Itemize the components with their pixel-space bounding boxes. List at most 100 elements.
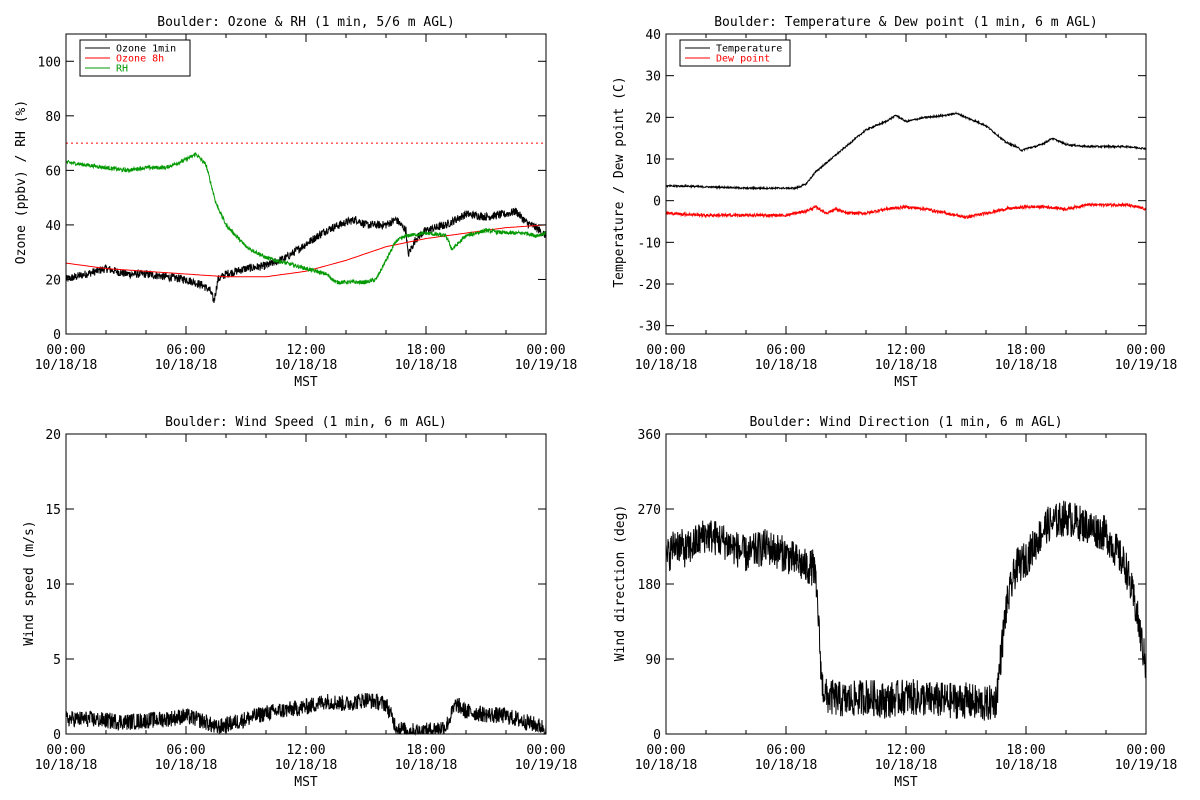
panel-wind-speed: Boulder: Wind Speed (1 min, 6 m AGL) Win… <box>22 415 577 790</box>
series-line-0 <box>665 111 1147 191</box>
x-tick-label: 12:00 <box>886 343 925 358</box>
x-tick-date-label: 10/19/18 <box>1115 358 1178 373</box>
x-tick-date-label: 10/18/18 <box>875 358 938 373</box>
y-tick-label: 30 <box>645 70 661 85</box>
plot-area: -30-20-1001020304000:0010/18/1806:0010/1… <box>635 28 1178 373</box>
y-tick-label: 80 <box>45 110 61 125</box>
x-tick-date-label: 10/18/18 <box>35 358 98 373</box>
series-line-1 <box>65 224 547 278</box>
x-tick-label: 12:00 <box>886 743 925 758</box>
x-axis-label: MST <box>294 375 318 390</box>
x-tick-label: 00:00 <box>1126 743 1165 758</box>
x-tick-label: 00:00 <box>1126 343 1165 358</box>
plot-frame <box>665 33 1147 335</box>
y-axis-label: Temperature / Dew point (C) <box>612 76 627 287</box>
x-tick-date-label: 10/18/18 <box>995 358 1058 373</box>
x-tick-label: 00:00 <box>46 343 85 358</box>
x-tick-label: 12:00 <box>286 343 325 358</box>
y-tick-label: -10 <box>638 236 661 251</box>
y-axis-label: Ozone (ppbv) / RH (%) <box>14 100 29 264</box>
y-tick-label: 100 <box>38 55 61 70</box>
legend-label: Temperature <box>716 44 782 55</box>
x-tick-label: 00:00 <box>526 343 565 358</box>
y-tick-label: 0 <box>653 728 661 743</box>
x-tick-label: 18:00 <box>406 743 445 758</box>
y-tick-label: 5 <box>53 653 61 668</box>
y-tick-label: 10 <box>45 578 61 593</box>
panel-title: Boulder: Ozone & RH (1 min, 5/6 m AGL) <box>157 15 454 30</box>
y-tick-label: 20 <box>645 111 661 126</box>
y-tick-label: 40 <box>645 28 661 43</box>
x-tick-label: 06:00 <box>766 743 805 758</box>
x-tick-date-label: 10/18/18 <box>755 358 818 373</box>
panel-temperature-dewpoint: Boulder: Temperature & Dew point (1 min,… <box>612 15 1177 390</box>
plot-area: 09018027036000:0010/18/1806:0010/18/1812… <box>635 428 1178 773</box>
plot-frame <box>65 433 547 735</box>
x-axis-label: MST <box>894 775 918 790</box>
x-tick-label: 18:00 <box>1006 343 1045 358</box>
plot-frame <box>65 33 547 335</box>
x-tick-date-label: 10/19/18 <box>515 758 578 773</box>
series-line-0 <box>65 692 547 736</box>
y-tick-label: -20 <box>638 278 661 293</box>
panel-title: Boulder: Wind Direction (1 min, 6 m AGL) <box>749 415 1062 430</box>
y-tick-label: 15 <box>45 503 61 518</box>
series-line-0 <box>65 207 547 304</box>
x-tick-label: 00:00 <box>646 343 685 358</box>
y-tick-label: 20 <box>45 428 61 443</box>
y-tick-label: 20 <box>45 273 61 288</box>
legend-box <box>79 39 191 77</box>
x-tick-date-label: 10/19/18 <box>515 358 578 373</box>
x-tick-date-label: 10/18/18 <box>875 758 938 773</box>
y-tick-label: 90 <box>645 653 661 668</box>
y-tick-label: 10 <box>645 153 661 168</box>
x-tick-date-label: 10/18/18 <box>395 358 458 373</box>
y-tick-label: 270 <box>638 503 661 518</box>
y-tick-label: 360 <box>638 428 661 443</box>
y-tick-label: 0 <box>53 328 61 343</box>
series-line-3 <box>65 152 547 286</box>
x-tick-label: 06:00 <box>766 343 805 358</box>
x-tick-date-label: 10/18/18 <box>755 758 818 773</box>
x-tick-date-label: 10/18/18 <box>35 758 98 773</box>
x-tick-date-label: 10/18/18 <box>155 358 218 373</box>
x-axis-label: MST <box>894 375 918 390</box>
x-tick-date-label: 10/18/18 <box>275 358 338 373</box>
y-tick-label: 180 <box>638 578 661 593</box>
x-tick-date-label: 10/18/18 <box>635 758 698 773</box>
series-line-0 <box>665 500 1147 721</box>
x-tick-date-label: 10/18/18 <box>635 358 698 373</box>
x-axis-label: MST <box>294 775 318 790</box>
y-tick-label: 0 <box>653 195 661 210</box>
legend-box <box>679 39 791 67</box>
x-tick-date-label: 10/18/18 <box>995 758 1058 773</box>
y-axis-label: Wind direction (deg) <box>613 505 628 662</box>
x-tick-label: 00:00 <box>46 743 85 758</box>
x-tick-label: 06:00 <box>166 743 205 758</box>
y-tick-label: -30 <box>638 320 661 335</box>
legend-label: RH <box>116 64 128 75</box>
plot-area: 02040608010000:0010/18/1806:0010/18/1812… <box>35 33 578 373</box>
x-tick-label: 06:00 <box>166 343 205 358</box>
x-tick-label: 18:00 <box>1006 743 1045 758</box>
legend-label: Ozone 8h <box>116 54 164 65</box>
y-tick-label: 0 <box>53 728 61 743</box>
x-tick-label: 00:00 <box>646 743 685 758</box>
x-tick-label: 00:00 <box>526 743 565 758</box>
y-axis-label: Wind speed (m/s) <box>22 520 37 645</box>
panel-title: Boulder: Wind Speed (1 min, 6 m AGL) <box>165 415 447 430</box>
panel-wind-direction: Boulder: Wind Direction (1 min, 6 m AGL)… <box>613 415 1177 790</box>
panel-title: Boulder: Temperature & Dew point (1 min,… <box>714 15 1098 30</box>
x-tick-date-label: 10/18/18 <box>395 758 458 773</box>
series-line-1 <box>665 201 1147 220</box>
x-tick-label: 18:00 <box>406 343 445 358</box>
x-tick-date-label: 10/18/18 <box>155 758 218 773</box>
y-tick-label: 40 <box>45 219 61 234</box>
x-tick-label: 12:00 <box>286 743 325 758</box>
legend-label: Ozone 1min <box>116 44 176 55</box>
x-tick-date-label: 10/18/18 <box>275 758 338 773</box>
plot-area: 0510152000:0010/18/1806:0010/18/1812:001… <box>35 428 578 773</box>
panel-ozone-rh: Boulder: Ozone & RH (1 min, 5/6 m AGL) O… <box>14 15 577 390</box>
legend-label: Dew point <box>716 54 770 65</box>
